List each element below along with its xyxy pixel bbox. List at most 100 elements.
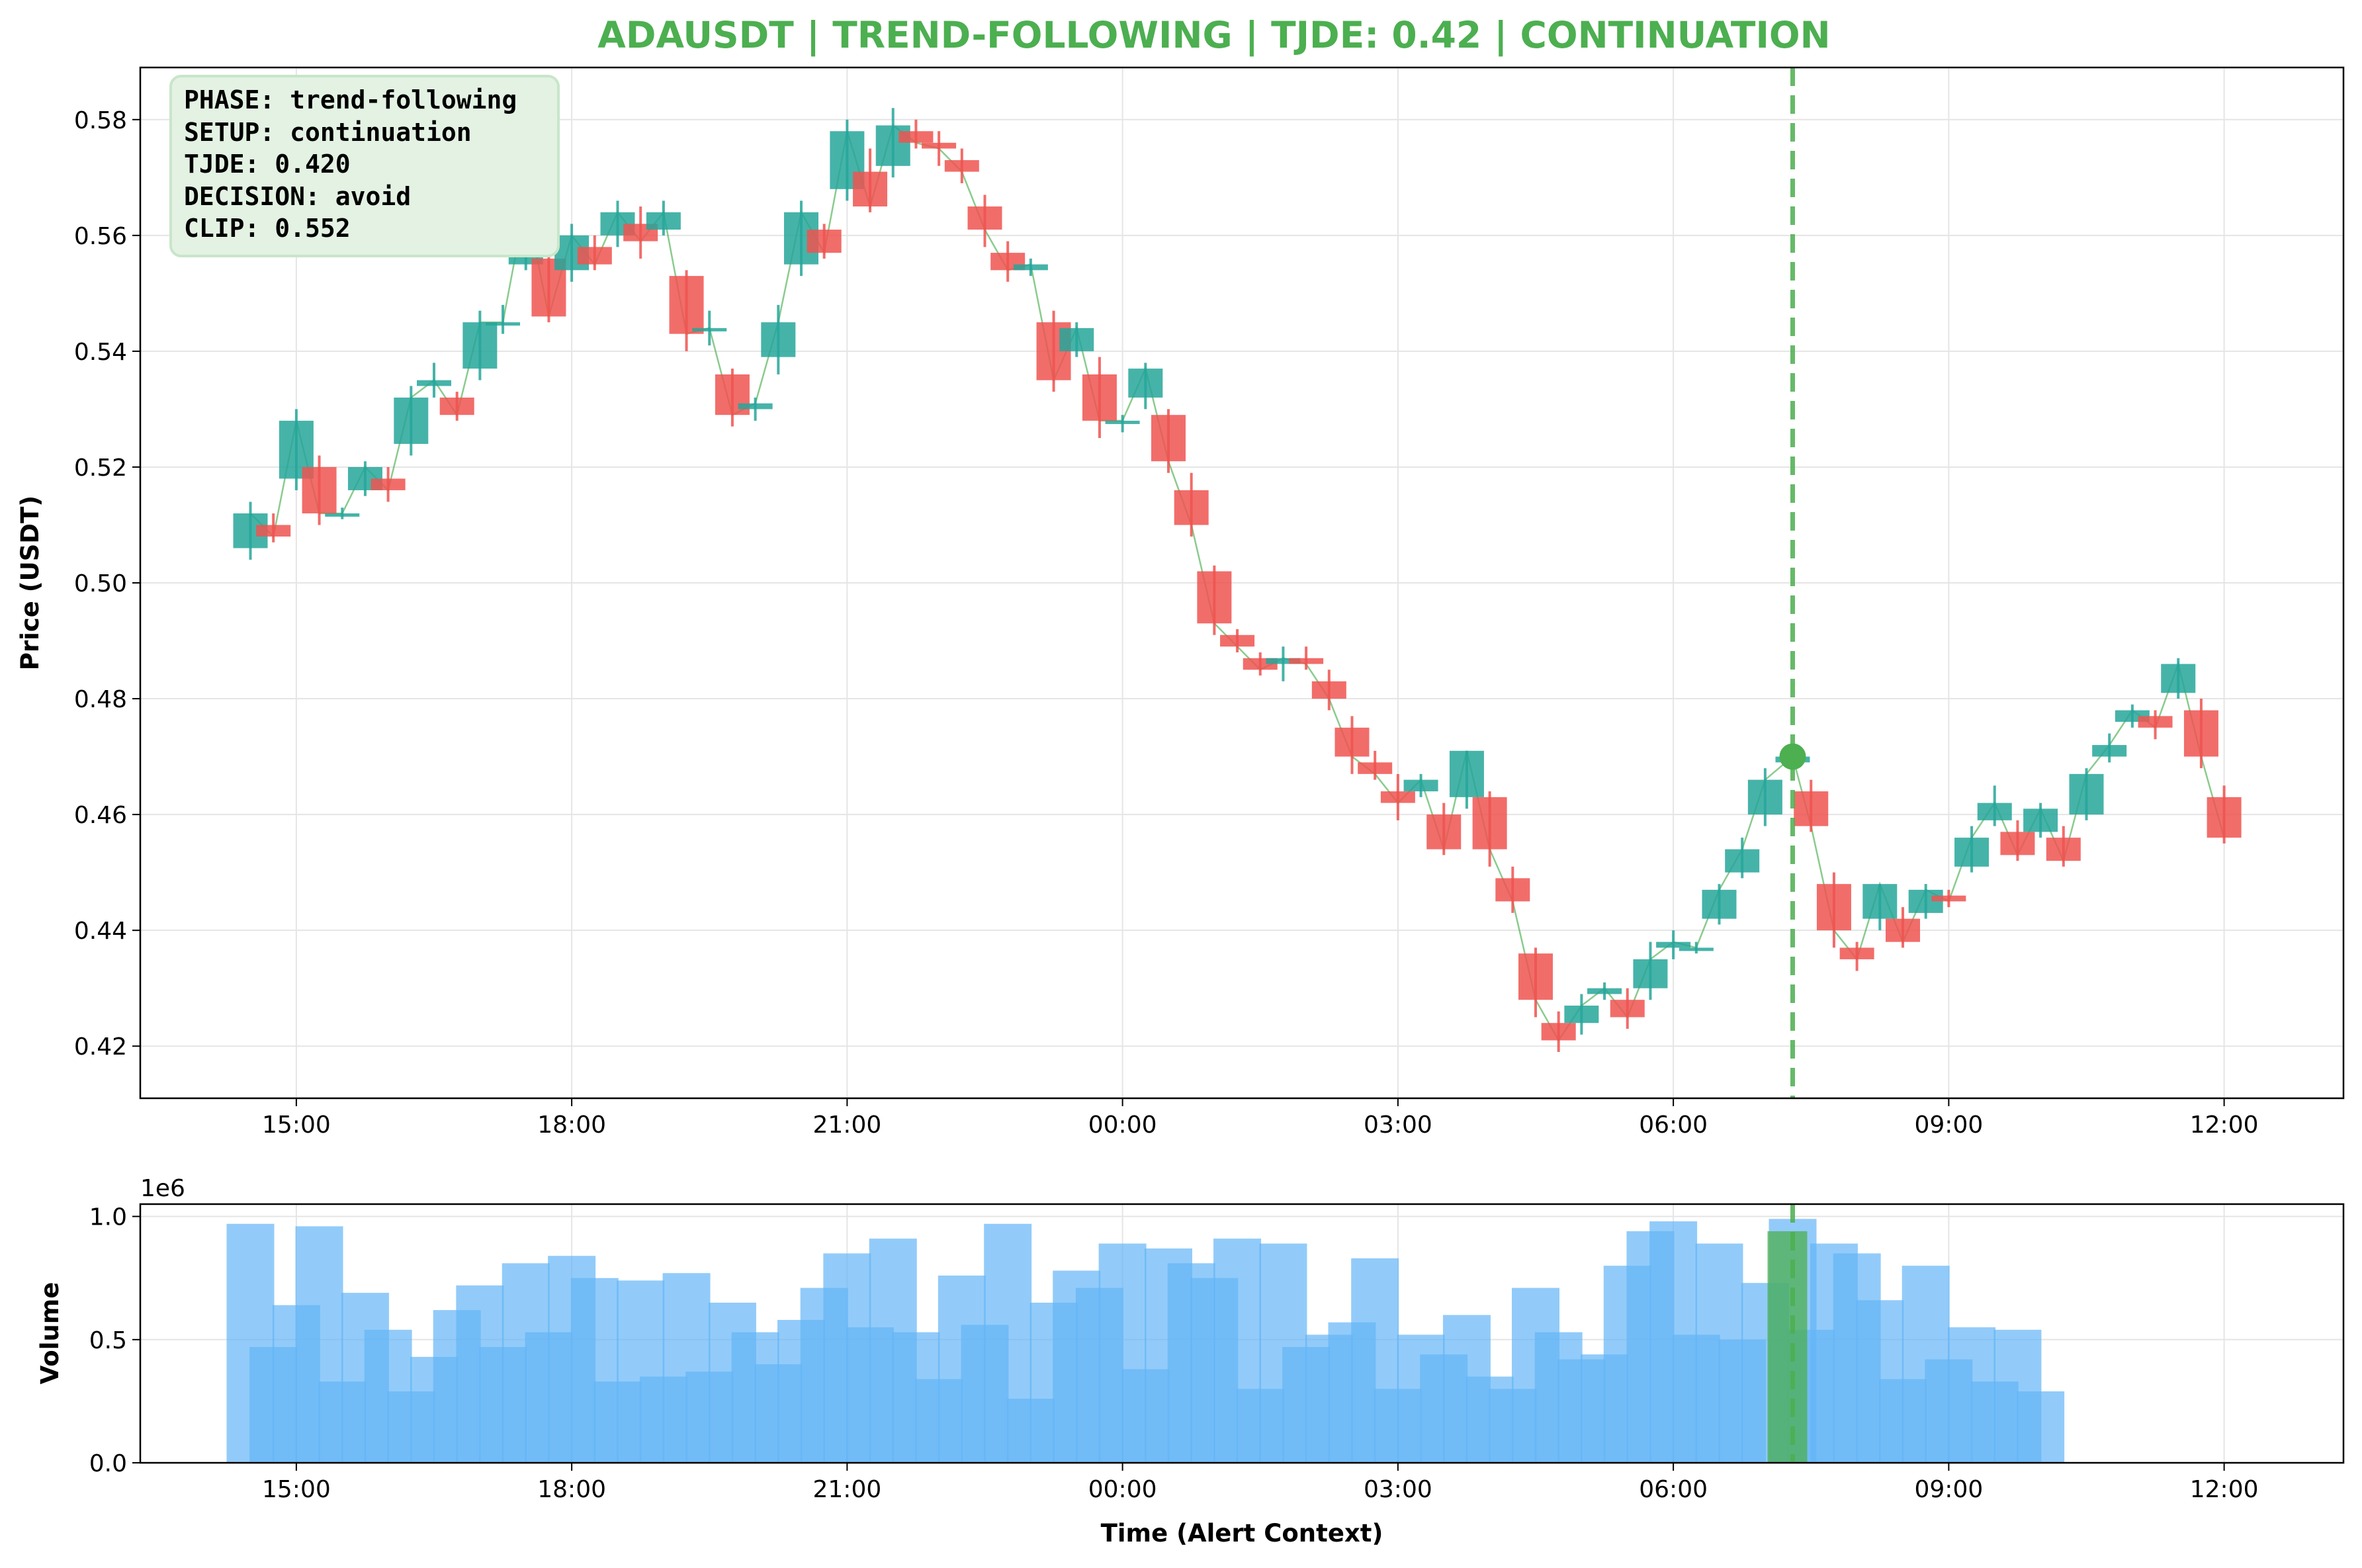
volume-alert bbox=[1767, 1204, 1808, 1463]
info-setup: SETUP: continuation bbox=[184, 118, 472, 147]
candle-body bbox=[1426, 814, 1462, 849]
price-alert bbox=[1779, 67, 1806, 1098]
candle-body bbox=[853, 171, 888, 207]
candle-body bbox=[1794, 791, 1829, 826]
candle-body bbox=[1403, 779, 1438, 792]
volume-y-tick-label: 1.0 bbox=[89, 1204, 127, 1231]
volume-x-tick-label: 18:00 bbox=[537, 1476, 606, 1503]
volume-offset-label: 1e6 bbox=[140, 1175, 185, 1202]
info-clip: CLIP: 0.552 bbox=[184, 214, 351, 243]
candle-body bbox=[439, 397, 474, 415]
candle-body bbox=[462, 322, 498, 369]
price-y-tick-label: 0.44 bbox=[74, 918, 127, 945]
price-x-tick-label: 00:00 bbox=[1088, 1111, 1157, 1139]
candle-body bbox=[2023, 808, 2058, 832]
candle-body bbox=[1977, 803, 2012, 820]
candle-body bbox=[2207, 797, 2242, 838]
candle-body bbox=[2161, 664, 2196, 693]
candle-body bbox=[1747, 779, 1782, 815]
candle-body bbox=[807, 230, 842, 253]
candle-body bbox=[256, 525, 291, 537]
price-y-tick-label: 0.46 bbox=[74, 802, 127, 829]
candle-body bbox=[1839, 947, 1874, 959]
price-x-tick-label: 09:00 bbox=[1915, 1111, 1984, 1139]
candle-body bbox=[1564, 1005, 1599, 1024]
candle-body bbox=[1886, 918, 1920, 942]
candle-body bbox=[1082, 374, 1117, 421]
volume-x-tick-label: 15:00 bbox=[262, 1476, 331, 1503]
candle-body bbox=[577, 247, 612, 265]
alert-volume-bar bbox=[1767, 1231, 1808, 1463]
candle-body bbox=[1174, 490, 1209, 525]
price-y-ticks: 0.42 0.44 0.46 0.48 0.50 0.52 0.54 0.56 0.58 bbox=[74, 107, 140, 1061]
volume-x-tick-label: 00:00 bbox=[1088, 1476, 1157, 1503]
candle-body bbox=[394, 397, 429, 444]
candle-body bbox=[1518, 953, 1553, 1000]
candle-body bbox=[761, 322, 796, 357]
candle-body bbox=[922, 142, 957, 149]
candle-body bbox=[325, 513, 360, 517]
price-panel-frame bbox=[139, 66, 2345, 1100]
candle-body bbox=[1862, 884, 1898, 919]
info-tjde: TJDE: 0.420 bbox=[184, 150, 351, 179]
candle-body bbox=[1633, 959, 1668, 988]
price-y-tick-label: 0.58 bbox=[74, 107, 127, 134]
candle-body bbox=[1311, 681, 1346, 699]
price-y-tick-label: 0.54 bbox=[74, 339, 127, 366]
candle-body bbox=[1954, 838, 1990, 867]
volume-x-tick-label: 03:00 bbox=[1364, 1476, 1432, 1503]
candle-body bbox=[1449, 750, 1484, 797]
x-axis-label: Time (Alert Context) bbox=[1101, 1519, 1383, 1547]
candle-body bbox=[967, 206, 1002, 230]
candle-body bbox=[1220, 634, 1255, 647]
volume-y-tick-label: 0.5 bbox=[89, 1327, 127, 1354]
candle-body bbox=[1266, 658, 1301, 664]
price-candles bbox=[233, 108, 2242, 1052]
candle-body bbox=[1931, 895, 1966, 902]
volume-x-tick-label: 12:00 bbox=[2190, 1476, 2259, 1503]
price-x-tick-label: 06:00 bbox=[1639, 1111, 1708, 1139]
candle-body bbox=[1289, 658, 1324, 664]
candle-body bbox=[1495, 878, 1530, 902]
volume-x-tick-label: 09:00 bbox=[1915, 1476, 1984, 1503]
candle-body bbox=[417, 380, 451, 386]
candle-body bbox=[1816, 884, 1851, 931]
price-x-tick-label: 18:00 bbox=[537, 1111, 606, 1139]
alert-point bbox=[1779, 743, 1806, 770]
price-y-tick-label: 0.56 bbox=[74, 223, 127, 250]
candle-body bbox=[2046, 838, 2081, 861]
candle-body bbox=[738, 403, 773, 410]
price-x-tick-label: 12:00 bbox=[2190, 1111, 2259, 1139]
candle-body bbox=[1656, 941, 1691, 948]
candle-body bbox=[1013, 264, 1048, 271]
candle-body bbox=[898, 131, 934, 143]
candle-body bbox=[1105, 420, 1140, 424]
candle-body bbox=[1679, 947, 1714, 951]
chart-title: ADAUSDT | TREND-FOLLOWING | TJDE: 0.42 |… bbox=[597, 14, 1830, 57]
price-x-tick-label: 03:00 bbox=[1364, 1111, 1432, 1139]
candle-body bbox=[2092, 745, 2127, 757]
price-y-tick-label: 0.42 bbox=[74, 1033, 127, 1061]
info-box-frame bbox=[169, 75, 560, 257]
info-decision: DECISION: avoid bbox=[184, 182, 411, 211]
volume-y-ticks: 0.0 0.5 1.0 bbox=[89, 1204, 140, 1477]
candle-body bbox=[371, 478, 406, 490]
price-x-tick-label: 21:00 bbox=[813, 1111, 882, 1139]
volume-bars bbox=[226, 1219, 2065, 1463]
price-x-tick-label: 15:00 bbox=[262, 1111, 331, 1139]
info-box: PHASE: trend-following SETUP: continuati… bbox=[169, 75, 560, 257]
volume-y-tick-label: 0.0 bbox=[89, 1450, 127, 1477]
candle-body bbox=[1380, 791, 1415, 803]
candle-body bbox=[1541, 1023, 1576, 1041]
candle-body bbox=[2000, 832, 2035, 855]
candle-body bbox=[486, 322, 521, 326]
volume-panel-frame bbox=[139, 1203, 2345, 1464]
candle-body bbox=[2069, 773, 2104, 815]
price-y-tick-label: 0.52 bbox=[74, 455, 127, 482]
candle-body bbox=[1587, 988, 1622, 994]
candle-body bbox=[2138, 716, 2173, 728]
candle-body bbox=[692, 327, 727, 331]
candle-body bbox=[1725, 849, 1760, 873]
candle-body bbox=[1128, 369, 1163, 398]
